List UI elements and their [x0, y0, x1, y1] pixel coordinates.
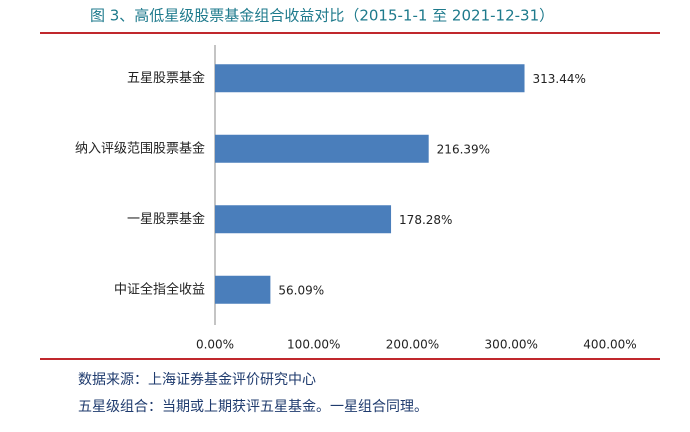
value-label: 178.28%	[399, 213, 452, 227]
value-label: 216.39%	[437, 142, 490, 156]
bar	[215, 205, 392, 234]
value-label: 56.09%	[278, 283, 324, 297]
bar	[215, 275, 271, 304]
x-tick-label: 200.00%	[386, 338, 439, 352]
y-tick-label: 一星股票基金	[127, 211, 205, 227]
bar	[215, 64, 525, 93]
value-label: 313.44%	[533, 72, 586, 86]
chart-title: 图 3、高低星级股票基金组合收益对比（2015-1-1 至 2021-12-31…	[90, 7, 554, 25]
footnote: 数据来源：上海证券基金评价研究中心	[78, 371, 316, 388]
y-tick-label: 纳入评级范围股票基金	[75, 140, 205, 156]
bar	[215, 134, 429, 163]
y-tick-label: 五星股票基金	[127, 70, 205, 86]
y-tick-label: 中证全指全收益	[114, 281, 205, 297]
x-tick-label: 0.00%	[196, 338, 234, 352]
x-tick-label: 300.00%	[485, 338, 538, 352]
footnote: 五星级组合：当期或上期获评五星基金。一星组合同理。	[78, 398, 428, 415]
x-tick-label: 400.00%	[583, 338, 636, 352]
x-tick-label: 100.00%	[287, 338, 340, 352]
